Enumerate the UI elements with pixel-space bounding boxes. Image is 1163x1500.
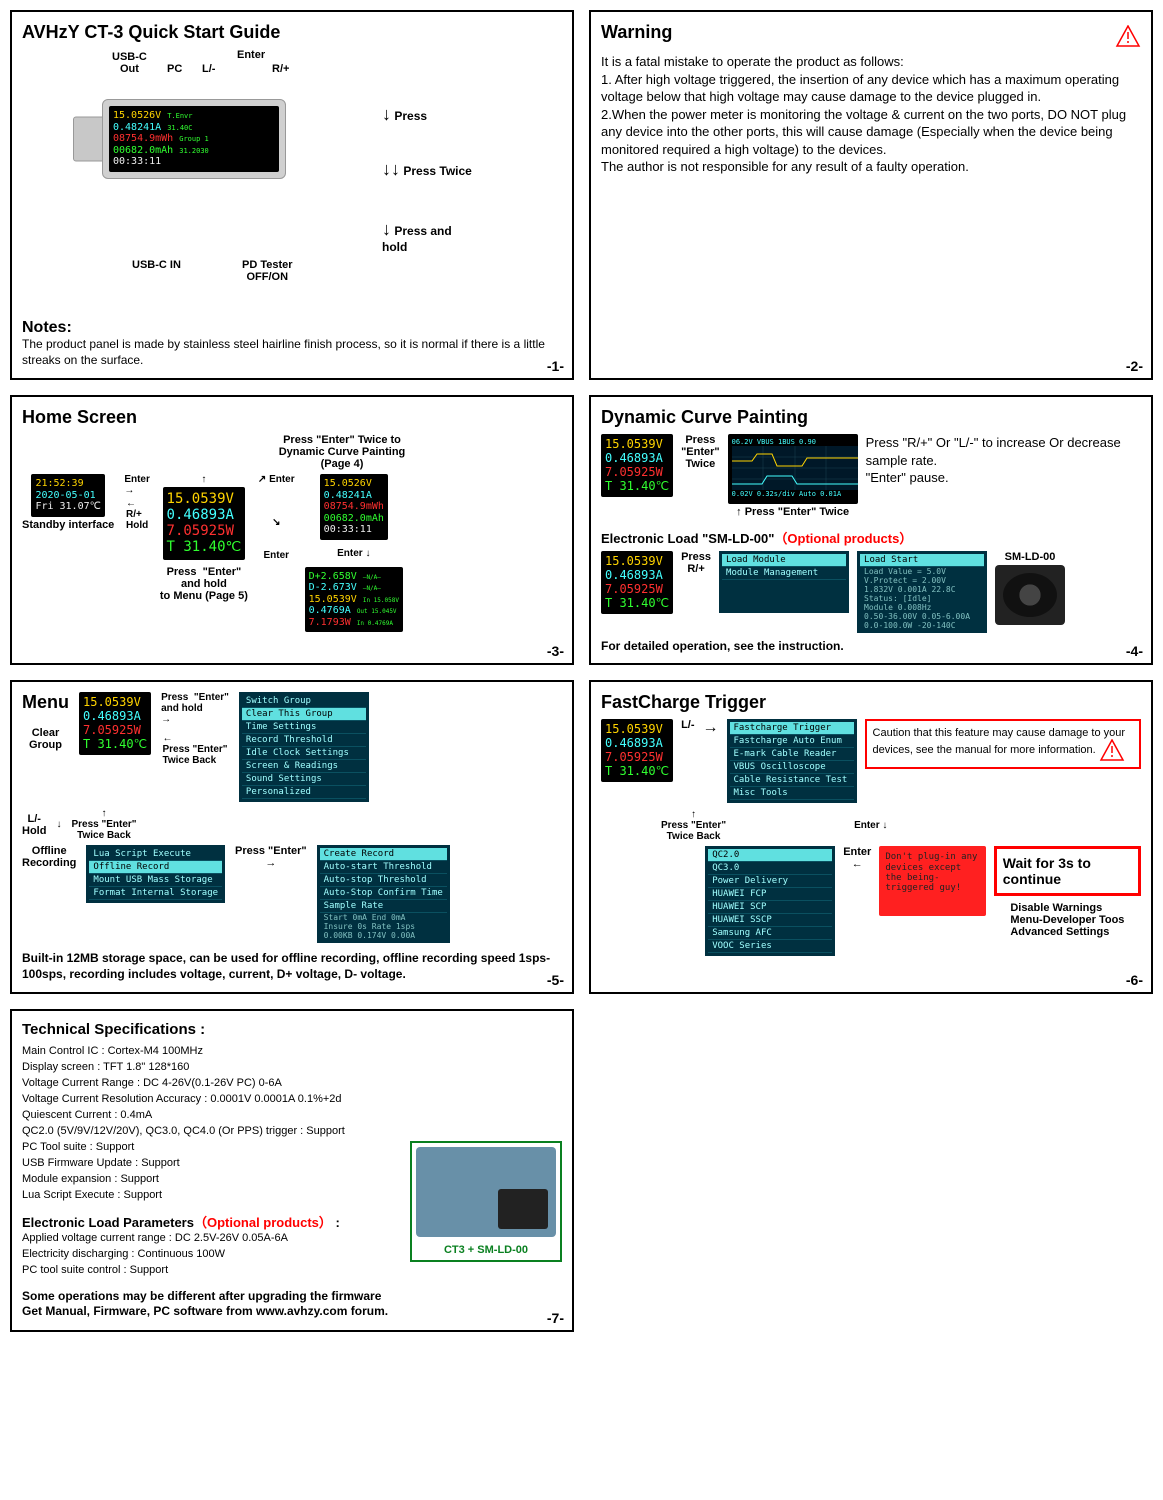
page-num: -4-	[1126, 643, 1143, 659]
lminus: L/-	[681, 719, 694, 731]
warning-icon	[1115, 25, 1141, 47]
panel-4: Dynamic Curve Painting 15.0539V0.46893A7…	[589, 395, 1153, 665]
panel-5: Menu Clear Group 15.0539V0.46893A7.05925…	[10, 680, 574, 994]
menu-settings: Switch GroupClear This GroupTime Setting…	[239, 692, 369, 802]
el-params-h: Electronic Load Parameters（Optional prod…	[22, 1212, 390, 1231]
scope-screen: 06.2V VBUS 1BUS 0.90 0.02V 0.32s/div Aut…	[728, 434, 858, 504]
p4-title: Dynamic Curve Painting	[601, 407, 1141, 428]
p7-footer: Some operations may be different after u…	[22, 1289, 390, 1320]
p4-footer: For detailed operation, see the instruct…	[601, 639, 1141, 653]
menu-offline: Lua Script ExecuteOffline RecordMount US…	[86, 845, 225, 903]
warning-icon	[1099, 739, 1125, 761]
p4-lcd: 15.0539V0.46893A7.05925WT 31.40℃	[601, 434, 673, 497]
l-hold: L/- Hold	[22, 813, 46, 837]
lbl-usbc-out: USB-C Out	[112, 51, 147, 75]
menu-record: Create RecordAuto-start ThresholdAuto-st…	[317, 845, 450, 943]
el-heading: Electronic Load "SM-LD-00"（Optional prod…	[601, 528, 1141, 547]
lbl-usbc-in: USB-C IN	[132, 259, 181, 271]
p3-toptxt: Press "Enter" Twice to Dynamic Curve Pai…	[122, 434, 562, 470]
press-r: Press R/+	[681, 551, 711, 575]
p1-title: AVHzY CT-3 Quick Start Guide	[22, 22, 562, 43]
panel-1: AVHzY CT-3 Quick Start Guide USB-C Out P…	[10, 10, 574, 380]
p6-lcd: 15.0539V0.46893A7.05925WT 31.40℃	[601, 719, 673, 782]
dd-screen: D+2.658V —N/A—D-2.673V —N/A—15.0539V In …	[305, 567, 403, 633]
menu-protocols: QC2.0QC3.0Power DeliveryHUAWEI FCPHUAWEI…	[705, 846, 835, 956]
el-spec-list: Applied voltage current range : DC 2.5V-…	[22, 1231, 390, 1279]
lbl-enter: Enter	[237, 49, 265, 61]
lbl-pc: PC	[167, 63, 182, 75]
sm-ld-device	[995, 565, 1065, 625]
p5-title: Menu	[22, 692, 69, 713]
detail-screen: 15.0526V0.48241A08754.9mWh00682.0mAh00:3…	[320, 474, 388, 540]
press-twice: ↓↓ Press Twice	[382, 159, 472, 180]
page-num: -2-	[1126, 358, 1143, 374]
p6-title: FastCharge Trigger	[601, 692, 1141, 713]
clear-label: Clear Group	[29, 727, 62, 751]
hold-txt: Press "Enter" and hold to Menu (Page 5)	[160, 566, 248, 602]
page-num: -7-	[547, 1310, 564, 1326]
disable-txt: Disable Warnings Menu-Developer Toos Adv…	[1010, 902, 1124, 938]
p3-title: Home Screen	[22, 407, 562, 428]
page-num: -3-	[547, 643, 564, 659]
spec-list: Main Control IC : Cortex-M4 100MHzDispla…	[22, 1044, 390, 1203]
press-single: ↓ Press	[382, 104, 427, 125]
p4-instr: Press "R/+" Or "L/-" to increase Or decr…	[866, 434, 1141, 487]
press-twice: Press "Enter" Twice	[681, 434, 720, 470]
load-start-menu: Load StartLoad Value = 5.0VV.Protect = 2…	[857, 551, 987, 633]
product-photo: CT3 + SM-LD-00	[410, 1141, 562, 1262]
press-hold: ↓ Press and hold	[382, 219, 452, 254]
sm-label: SM-LD-00	[1005, 551, 1056, 563]
notes-h: Notes:	[22, 319, 72, 336]
p2-title: Warning	[601, 22, 672, 43]
warning-body: It is a fatal mistake to operate the pro…	[601, 53, 1141, 176]
page-num: -5-	[547, 972, 564, 988]
wait-box: Wait for 3s to continue	[994, 846, 1141, 896]
load-module-menu: Load Module Module Management	[719, 551, 849, 613]
p7-title: Technical Specifications :	[22, 1021, 390, 1038]
main-screen: 15.0539V0.46893A7.05925WT 31.40℃	[163, 487, 246, 559]
red-warning-screen: Don't plug-in any devices except the bei…	[879, 846, 985, 916]
standby-label: Standby interface	[22, 519, 114, 531]
p5-footer: Built-in 12MB storage space, can be used…	[22, 951, 562, 982]
lbl-lminus: L/-	[202, 63, 215, 75]
device-illustration: 15.0526V T.Envr0.48241A 31.40C08754.9mWh…	[102, 99, 286, 179]
offline-label: Offline Recording	[22, 845, 76, 869]
notes-body: The product panel is made by stainless s…	[22, 337, 562, 368]
lbl-rplus: R/+	[272, 63, 289, 75]
press-enter: Press "Enter"→	[235, 845, 307, 869]
p5-lcd: 15.0539V0.46893A7.05925WT 31.40℃	[79, 692, 151, 755]
standby-screen: 21:52:392020-05-01Fri 31.07℃	[31, 474, 104, 517]
caution-box: Caution that this feature may cause dama…	[865, 719, 1141, 769]
panel-6: FastCharge Trigger 15.0539V0.46893A7.059…	[589, 680, 1153, 994]
panel-2: Warning It is a fatal mistake to operate…	[589, 10, 1153, 380]
panel-3: Home Screen Press "Enter" Twice to Dynam…	[10, 395, 574, 665]
panel-7: Technical Specifications : Main Control …	[10, 1009, 574, 1331]
page-num: -6-	[1126, 972, 1143, 988]
lbl-pd: PD Tester OFF/ON	[242, 259, 293, 283]
page-num: -1-	[547, 358, 564, 374]
p4-lcd2: 15.0539V0.46893A7.05925WT 31.40℃	[601, 551, 673, 614]
menu-fastcharge: Fastcharge TriggerFastcharge Auto EnumE-…	[727, 719, 857, 803]
